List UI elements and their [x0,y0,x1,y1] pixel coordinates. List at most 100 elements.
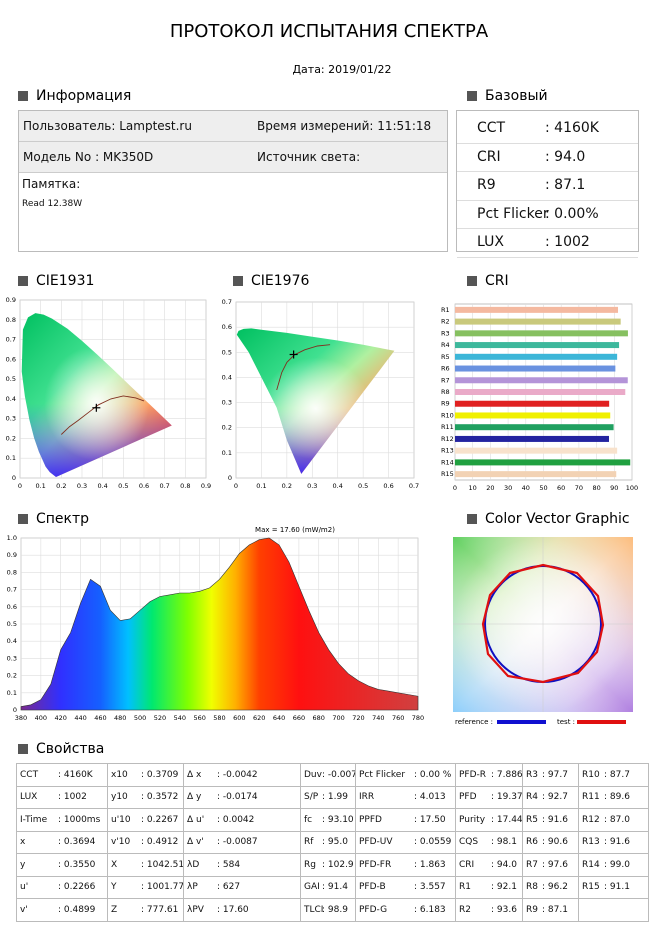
y-tick-label: R10 [441,411,454,419]
table-cell: y: 0.3550 [16,853,108,877]
prop-label: Y [111,882,117,893]
section-icon [18,91,28,101]
prop-label: TLCI [304,904,324,915]
prop-label: y [20,859,26,870]
prop-label: PFD-FR [359,859,392,870]
prop-value: : 91.4 [322,882,348,893]
x-tick-label: 0.8 [180,482,190,490]
table-cell: CQS: 98.1 [455,830,523,854]
prop-label: PFD-G [359,904,388,915]
x-tick-label: 0.7 [409,482,419,490]
cv-test [481,563,605,684]
properties-table: CCT: 4160K x10: 0.3709 Δ x: -0.0042 Duv: -0… [16,763,649,922]
table-cell: Rf: 95.0 [300,830,356,854]
prop-value: : 102.9 [322,859,354,870]
x-tick-label: 50 [539,484,547,492]
prop-label: λPV [187,904,204,915]
legend-label: reference : [455,718,493,726]
x-tick-label: 560 [193,714,205,722]
y-tick-label: 0.5 [6,375,16,383]
y-tick-label: 0.3 [7,654,17,662]
y-tick-label: R5 [441,353,450,361]
prop-value: : 0.3709 [141,769,179,780]
doc-title: ПРОТОКОЛ ИСПЫТАНИЯ СПЕКТРА [170,21,489,42]
y-tick-label: R13 [441,447,454,455]
prop-value: : 93.6 [491,904,517,915]
bar [455,342,620,349]
table-cell: S/P: 1.99 [300,785,356,809]
basic-label: CCT [477,120,506,136]
x-tick-label: 0.5 [358,482,368,490]
doc-date: Дата: 2019/01/22 [292,63,391,76]
x-tick-label: 80 [592,484,600,492]
basic-row: CRI: 94.0 [457,144,638,173]
prop-label: u' [20,882,29,893]
prop-value: : 0.00 % [414,769,452,780]
basic-row: CCT: 4160K [457,115,638,144]
table-cell: λP : 627 [183,875,301,899]
table-cell: fc: 93.10 [300,808,356,832]
y-tick-label: 0.1 [7,689,17,697]
prop-label: v' [20,904,28,915]
prop-value: : 777.61 [141,904,179,915]
y-tick-label: 0.5 [7,620,17,628]
table-row: v': 0.4899 Z: 777.61 λPV: 17.60 TLCI: 98.9 P… [16,898,649,922]
info-text: Источник света: [257,150,361,164]
prop-value: : 89.6 [604,792,630,803]
y-tick-label: R11 [441,423,454,431]
prop-value: : 93.10 [322,814,354,825]
prop-label: Purity [459,814,486,825]
prop-value: : 4160K [58,769,93,780]
prop-label: CCT [20,769,39,780]
table-cell: R8: 96.2 [522,875,579,899]
x-tick-label: 0 [18,482,22,490]
prop-value: : 17.50 [414,814,446,825]
chromaticity-point [92,403,101,412]
prop-value: : 1002 [58,792,87,803]
y-tick-label: 0.4 [6,395,16,403]
table-cell: u': 0.2266 [16,875,108,899]
bar [455,306,619,313]
prop-value: : 17.60 [217,904,249,915]
prop-value: : 87.1 [542,904,568,915]
basic-value: : 1002 [545,234,590,251]
prop-value: : 99.0 [604,859,630,870]
y-tick-label: 0.8 [6,316,16,324]
table-row: CCT: 4160K x10: 0.3709 Δ x: -0.0042 Duv: -0… [16,763,649,787]
prop-label: R15 [582,882,600,893]
table-row: LUX: 1002 y10: 0.3572 Δ y: -0.0174 S/P: 1.9… [16,785,649,809]
prop-label: λP [187,882,198,893]
x-tick-label: 600 [233,714,245,722]
prop-label: R3 [526,769,538,780]
prop-label: PFD [459,792,477,803]
x-tick-label: 0.3 [77,482,87,490]
prop-label: R6 [526,837,538,848]
prop-value: : 627 [217,882,241,893]
x-tick-label: 520 [154,714,166,722]
prop-value: : 584 [217,859,241,870]
basic-value: : 87.1 [545,177,586,194]
table-cell: Z: 777.61 [107,898,184,922]
x-tick-label: 460 [94,714,106,722]
y-tick-label: 0.7 [6,336,16,344]
bar [455,412,611,419]
y-tick-label: R1 [441,306,450,314]
prop-value: : 87.0 [604,814,630,825]
prop-label: CQS [459,837,479,848]
prop-label: Rg [304,859,316,870]
y-tick-label: R9 [441,400,450,408]
table-cell: PFD-FR: 1.863 [355,853,456,877]
legend-label: test : [557,718,575,726]
prop-value: : 3.557 [414,882,446,893]
annotation: Max = 17.60 (mW/m2) [255,526,335,534]
info-memo-text: Read 12.38W [22,199,83,209]
table-cell: PFD: 19.37 [455,785,523,809]
gamut-white [236,328,395,474]
prop-value: : 0.0042 [217,814,255,825]
table-cell: R15: 91.1 [578,875,649,899]
prop-label: CRI [459,859,475,870]
prop-label: R1 [459,882,471,893]
prop-label: PFD-UV [359,837,393,848]
prop-value: : 0.3694 [58,837,96,848]
